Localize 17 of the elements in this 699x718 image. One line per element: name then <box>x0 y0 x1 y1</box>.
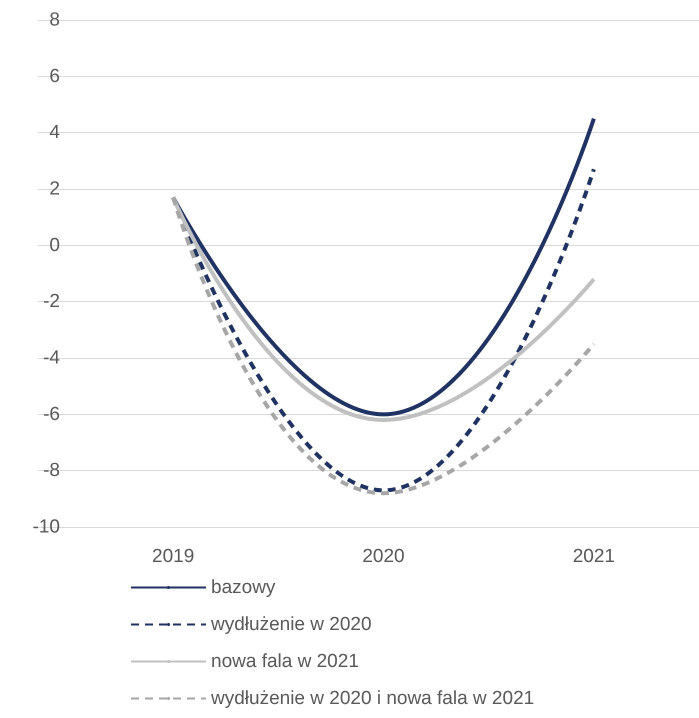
y-tick-label: 2 <box>49 178 60 200</box>
y-tick-label: 0 <box>49 234 60 256</box>
y-tick-label: 6 <box>49 66 60 87</box>
legend-label: nowa fala w 2021 <box>211 651 359 672</box>
legend-label: bazowy <box>211 577 276 598</box>
y-tick-label: -4 <box>43 348 60 368</box>
legend-label: wydłużenie w 2020 i nowa fala w 2021 <box>210 688 534 709</box>
x-tick-label: 2020 <box>362 546 405 567</box>
x-tick-label: 2021 <box>572 546 615 567</box>
y-tick-label: 4 <box>49 122 60 144</box>
y-tick-label: -10 <box>32 516 60 538</box>
y-tick-label: -2 <box>43 291 60 312</box>
y-tick-label: 8 <box>49 10 60 30</box>
legend-label: wydłużenie w 2020 <box>210 614 372 635</box>
x-tick-label: 2019 <box>152 546 194 567</box>
y-tick-label: -8 <box>43 460 60 482</box>
y-tick-label: -6 <box>43 404 60 425</box>
